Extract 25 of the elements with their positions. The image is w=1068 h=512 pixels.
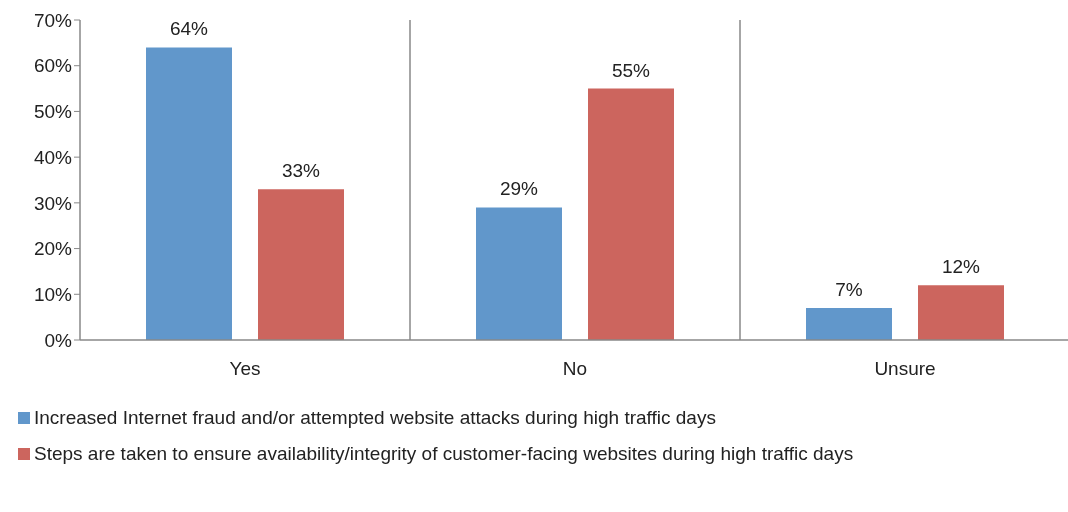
bar (258, 189, 344, 340)
data-label: 33% (281, 160, 321, 182)
y-tick-label: 10% (33, 284, 73, 306)
y-tick-label: 60% (33, 55, 73, 77)
x-tick-label: No (562, 358, 588, 380)
data-label: 64% (169, 18, 209, 40)
legend-label: Increased Internet fraud and/or attempted website attacks during high traffic days (34, 407, 716, 429)
bar (806, 308, 892, 340)
bar (918, 285, 1004, 340)
y-tick-label: 30% (33, 192, 73, 214)
x-tick-label: Unsure (874, 358, 936, 380)
bar (146, 47, 232, 340)
bar (588, 88, 674, 340)
bar (476, 207, 562, 340)
data-label: 29% (499, 178, 539, 200)
y-tick-label: 70% (33, 9, 73, 31)
y-tick-label: 50% (33, 101, 73, 123)
y-tick-label: 40% (33, 146, 73, 168)
data-label: 55% (611, 59, 651, 81)
x-tick-label: Yes (229, 358, 261, 380)
y-tick-label: 0% (44, 329, 73, 351)
data-label: 12% (941, 256, 981, 278)
data-label: 7% (835, 279, 863, 300)
y-tick-label: 20% (33, 238, 73, 260)
legend-label: Steps are taken to ensure availability/integrity of customer-facing websites during high traffic days (34, 443, 854, 465)
